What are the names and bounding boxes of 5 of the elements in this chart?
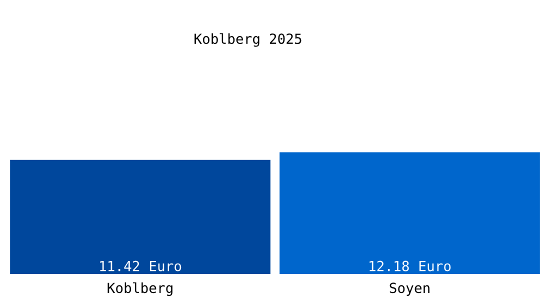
x-tick-label: Soyen [390, 282, 430, 296]
x-tick-label: Koblberg [108, 282, 172, 296]
data-label: 12.18 Euro [370, 260, 451, 272]
data-label: 11.42 Euro [100, 260, 182, 272]
chart-title: Koblberg 2025 [194, 33, 302, 47]
